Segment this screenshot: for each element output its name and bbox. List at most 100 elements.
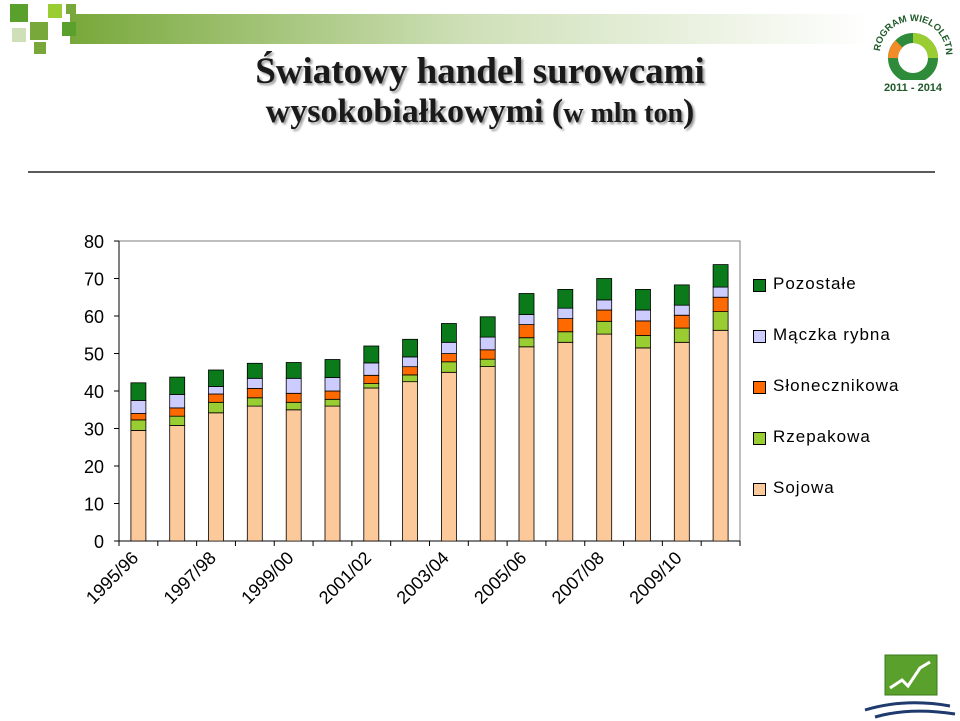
bar-segment-sojowa	[440, 371, 457, 542]
bar-segment-mączka-rybna	[673, 304, 690, 316]
bar-segment-pozostałe	[518, 293, 535, 315]
bar-segment-rzepakowa	[673, 327, 690, 343]
y-tick-label: 40	[84, 382, 104, 402]
bar-segment-sojowa	[712, 329, 729, 542]
y-tick-label: 30	[84, 420, 104, 440]
bar-segment-pozostałe	[130, 382, 147, 401]
bar-segment-słonecznikowa	[363, 374, 380, 384]
bar-segment-pozostałe	[208, 369, 224, 387]
legend-label: Rzepakowa	[773, 427, 871, 446]
x-tick-label: 2007/08	[548, 548, 608, 608]
bar-segment-sojowa	[324, 405, 341, 542]
bar-segment-mączka-rybna	[518, 314, 535, 326]
page-title: Światowy handel surowcami wysokobiałkowy…	[0, 52, 960, 134]
bar-segment-pozostałe	[479, 316, 496, 338]
legend-label: Mączka rybna	[773, 325, 891, 344]
bar-segment-rzepakowa	[246, 397, 263, 407]
y-tick-label: 80	[84, 232, 104, 252]
x-tick-label: 2009/10	[625, 548, 685, 608]
x-tick-label: 2005/06	[470, 548, 530, 608]
bar-segment-rzepakowa	[208, 401, 224, 414]
title-line-1: Światowy handel surowcami	[255, 51, 705, 92]
x-tick-label: 1997/98	[160, 548, 220, 608]
x-tick-label: 1995/96	[82, 548, 142, 608]
bar-segment-słonecznikowa	[673, 314, 690, 329]
title-divider	[28, 171, 935, 173]
bar-segment-mączka-rybna	[130, 399, 147, 414]
bar-segment-sojowa	[130, 429, 147, 542]
bar-segment-rzepakowa	[712, 311, 729, 331]
bar-segment-pozostałe	[246, 362, 263, 379]
bar-segment-pozostałe	[169, 376, 186, 395]
legend-swatch	[753, 279, 766, 292]
bar-segment-sojowa	[285, 409, 302, 542]
bar-segment-słonecznikowa	[557, 318, 574, 333]
legend-label: Pozostałe	[773, 274, 857, 293]
bar-segment-sojowa	[635, 347, 651, 542]
bar-segment-pozostałe	[557, 288, 574, 309]
bar-segment-pozostałe	[440, 323, 457, 343]
bar-segment-rzepakowa	[324, 398, 341, 407]
bar-segment-słonecznikowa	[440, 353, 457, 363]
bar-segment-rzepakowa	[285, 401, 302, 411]
y-tick-label: 60	[84, 307, 104, 327]
svg-text:2011 - 2014: 2011 - 2014	[884, 82, 943, 94]
bar-segment-mączka-rybna	[635, 309, 651, 322]
bar-segment-słonecznikowa	[324, 390, 341, 400]
y-tick-label: 50	[84, 345, 104, 365]
bar-segment-mączka-rybna	[402, 356, 419, 368]
bar-segment-sojowa	[596, 333, 613, 542]
bar-segment-słonecznikowa	[169, 407, 186, 417]
bar-segment-sojowa	[673, 341, 690, 542]
legend-swatch	[753, 483, 766, 496]
header-band	[10, 4, 870, 54]
bar-segment-rzepakowa	[596, 320, 613, 335]
bar-segment-słonecznikowa	[208, 393, 224, 403]
bar-segment-mączka-rybna	[324, 377, 341, 392]
x-tick-label: 1999/00	[237, 548, 297, 608]
bar-segment-sojowa	[246, 405, 263, 542]
bar-segment-pozostałe	[285, 362, 302, 379]
legend-swatch	[753, 432, 766, 445]
legend-swatch	[753, 381, 766, 394]
bar-segment-słonecznikowa	[285, 392, 302, 403]
bar-segment-rzepakowa	[518, 337, 535, 348]
bar-segment-słonecznikowa	[402, 366, 419, 376]
mosaic-logo-icon	[10, 4, 76, 54]
bar-segment-mączka-rybna	[169, 393, 186, 409]
bar-segment-słonecznikowa	[246, 387, 263, 399]
bar-segment-rzepakowa	[557, 331, 574, 343]
y-tick-label: 10	[84, 495, 104, 515]
legend-label: Sojowa	[773, 478, 835, 497]
legend-label: Słonecznikowa	[773, 376, 900, 395]
bar-segment-słonecznikowa	[712, 296, 729, 312]
bar-segment-rzepakowa	[635, 335, 651, 349]
y-tick-label: 20	[84, 457, 104, 477]
y-tick-label: 0	[94, 532, 104, 552]
bar-segment-mączka-rybna	[440, 341, 457, 354]
bar-segment-rzepakowa	[440, 361, 457, 373]
bar-segment-mączka-rybna	[596, 299, 613, 311]
bar-segment-rzepakowa	[130, 419, 147, 431]
bar-segment-pozostałe	[402, 338, 419, 358]
bar-segment-pozostałe	[712, 264, 729, 288]
bar-segment-pozostałe	[596, 278, 613, 301]
bar-segment-rzepakowa	[402, 374, 419, 383]
bar-segment-rzepakowa	[479, 358, 496, 368]
bar-segment-słonecznikowa	[479, 349, 496, 360]
bar-segment-rzepakowa	[169, 415, 186, 426]
bar-segment-pozostałe	[673, 284, 690, 306]
bar-segment-mączka-rybna	[479, 336, 496, 351]
bar-segment-mączka-rybna	[285, 377, 302, 394]
bar-segment-rzepakowa	[363, 383, 380, 389]
growth-chart-logo-icon	[864, 654, 956, 719]
bar-segment-mączka-rybna	[208, 386, 224, 395]
bar-segment-słonecznikowa	[518, 324, 535, 339]
bar-segment-sojowa	[363, 387, 380, 542]
bar-segment-mączka-rybna	[246, 377, 263, 389]
bar-segment-sojowa	[479, 366, 496, 542]
bar-segment-pozostałe	[363, 345, 380, 364]
bar-segment-mączka-rybna	[712, 286, 729, 298]
bar-segment-słonecznikowa	[596, 309, 613, 322]
